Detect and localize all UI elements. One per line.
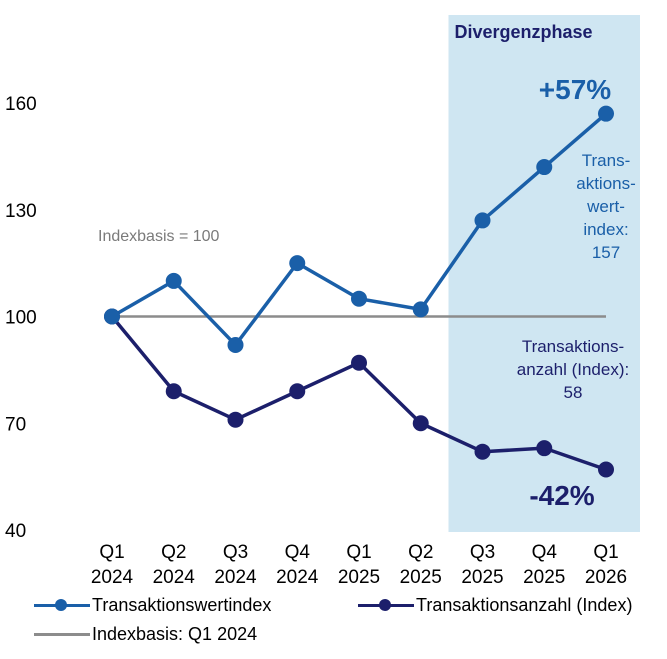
- y-tick-label: 40: [5, 521, 26, 542]
- x-tick-label: Q1 2025: [338, 542, 380, 588]
- legend-label-baseline: Indexbasis: Q1 2024: [92, 623, 258, 644]
- x-tick-label: Q2 2024: [153, 542, 196, 588]
- x-tick-label: Q2 2025: [400, 542, 442, 588]
- y-tick-label: 160: [5, 94, 37, 115]
- x-tick-label: Q4 2024: [276, 542, 319, 588]
- x-tick-label: Q1 2024: [91, 542, 134, 588]
- x-tick-label: Q4 2025: [523, 542, 565, 588]
- data-point-anzahl: [351, 354, 367, 371]
- data-point-anzahl: [412, 415, 429, 432]
- wert-end-label: Trans-aktions-wert-index: 157: [576, 151, 636, 262]
- data-point-anzahl: [598, 461, 614, 478]
- data-point-wert: [227, 336, 244, 353]
- y-tick-label: 70: [5, 414, 26, 435]
- legend-item-transaktionswertindex: Transaktionswertindex: [34, 592, 271, 618]
- chart: Divergenzphase 40 70 100 130 160 Q1 2024 Q2 202…: [5, 15, 640, 588]
- data-point-anzahl: [227, 411, 244, 428]
- x-tick-label: Q1 2026: [585, 542, 627, 588]
- legend-item-indexbasis: Indexbasis: Q1 2024: [34, 621, 257, 647]
- anzahl-end-label: Transaktions-anzahl (Index): 58: [517, 337, 629, 402]
- data-point-wert: [598, 105, 614, 122]
- baseline-label: Indexbasis = 100: [98, 228, 220, 245]
- data-point-wert: [104, 308, 120, 325]
- legend-item-transaktionsanzahl: Transaktionsanzahl (Index): [358, 592, 632, 618]
- legend-swatch-wert: [34, 595, 90, 615]
- data-point-wert: [412, 301, 429, 318]
- x-tick-label: Q3 2025: [461, 542, 503, 588]
- legend-swatch-anzahl: [358, 595, 414, 615]
- data-point-anzahl: [474, 443, 491, 460]
- y-tick-label: 100: [5, 308, 37, 329]
- data-point-anzahl: [536, 440, 553, 457]
- data-point-wert: [351, 290, 367, 307]
- data-point-wert: [474, 212, 491, 229]
- data-point-anzahl: [165, 383, 182, 400]
- data-point-wert: [536, 159, 553, 176]
- data-point-wert: [289, 255, 306, 272]
- legend-label-wert: Transaktionswertindex: [92, 594, 272, 615]
- divergence-label: Divergenzphase: [455, 22, 593, 42]
- legend-swatch-baseline: [34, 624, 90, 644]
- data-point-wert: [165, 272, 182, 289]
- legend: Transaktionswertindex Transaktionsanzahl…: [34, 592, 664, 652]
- data-point-anzahl: [289, 383, 306, 400]
- x-axis-ticks: Q1 2024 Q2 2024 Q3 2024 Q4 2024 Q1 2025 Q2 2025 Q3 20…: [91, 542, 627, 588]
- x-tick-label: Q3 2024: [214, 542, 257, 588]
- wert-change-label: +57%: [539, 74, 611, 105]
- series-group: [104, 105, 614, 478]
- anzahl-change-label: -42%: [529, 480, 594, 511]
- y-tick-label: 130: [5, 201, 37, 222]
- baseline-group: Indexbasis = 100: [98, 228, 606, 318]
- y-axis-ticks: 40 70 100 130 160: [5, 94, 37, 542]
- legend-label-anzahl: Transaktionsanzahl (Index): [416, 594, 633, 615]
- annotations-group: +57% -42% Trans-aktions-wert-index: 157 Tran…: [517, 74, 636, 511]
